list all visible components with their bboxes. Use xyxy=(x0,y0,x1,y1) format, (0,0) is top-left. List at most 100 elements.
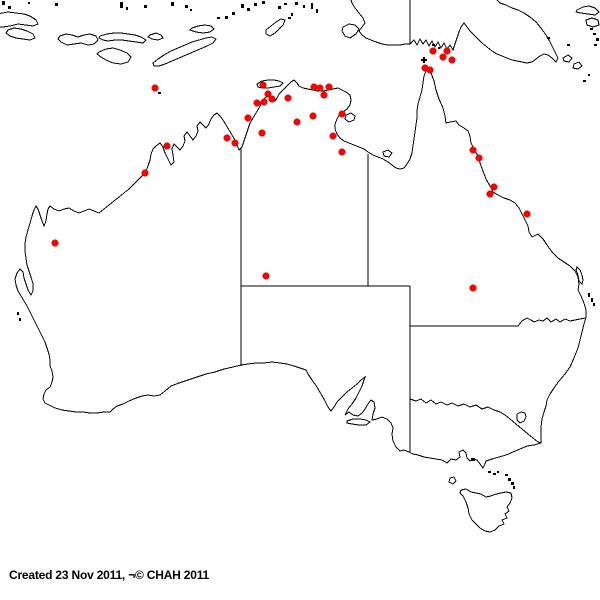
occurrence-marker xyxy=(426,66,434,74)
occurrence-marker xyxy=(429,47,437,55)
occurrence-marker xyxy=(293,118,301,126)
occurrence-marker xyxy=(253,99,261,107)
islet xyxy=(288,17,291,19)
occurrence-marker xyxy=(320,91,328,99)
islet xyxy=(421,59,427,61)
islet xyxy=(596,38,599,41)
occurrence-marker xyxy=(264,90,272,98)
islet xyxy=(508,478,511,481)
islet xyxy=(493,473,496,475)
islet xyxy=(284,3,287,5)
australia-mainland xyxy=(14,67,587,469)
islet xyxy=(583,80,586,82)
occurrence-marker xyxy=(469,146,477,154)
islet xyxy=(295,2,298,5)
occurrence-marker xyxy=(338,110,346,118)
occurrence-marker xyxy=(258,129,266,137)
islet xyxy=(471,458,475,461)
islet xyxy=(278,6,281,9)
small-islands-layer xyxy=(2,1,599,489)
islet xyxy=(144,5,147,8)
islet xyxy=(547,37,550,39)
islet xyxy=(513,486,515,489)
islet xyxy=(254,3,257,6)
dolak-island xyxy=(341,23,360,39)
dentrecasteaux-1 xyxy=(562,54,573,63)
occurrence-marker xyxy=(325,83,333,91)
new-britain xyxy=(575,5,600,16)
islet xyxy=(488,471,491,473)
islet xyxy=(593,33,596,35)
islet xyxy=(590,28,593,30)
flores xyxy=(98,32,147,44)
islet xyxy=(17,312,19,315)
islet xyxy=(311,3,313,9)
islet xyxy=(511,482,514,485)
islet xyxy=(120,2,123,8)
islet xyxy=(28,2,30,4)
kangaroo-island xyxy=(346,418,371,426)
new-britain-south xyxy=(585,17,600,28)
tasmania xyxy=(459,488,513,533)
occurrence-marker xyxy=(439,53,447,61)
islet xyxy=(505,474,508,476)
islet xyxy=(262,1,265,4)
papua-west xyxy=(350,0,411,46)
king-island xyxy=(448,476,457,485)
islet xyxy=(594,44,597,46)
alor xyxy=(147,32,164,41)
occurrence-marker xyxy=(51,239,59,247)
islet xyxy=(593,303,595,306)
occurrence-marker xyxy=(244,114,252,122)
islet xyxy=(291,13,293,16)
occurrence-marker xyxy=(316,84,324,92)
occurrence-marker xyxy=(448,56,456,64)
occurrence-marker xyxy=(475,154,483,162)
occurrence-marker xyxy=(486,190,494,198)
occurrence-marker xyxy=(338,148,346,156)
islet xyxy=(247,8,250,11)
mornington-island xyxy=(382,149,393,158)
islet xyxy=(8,6,11,9)
islet xyxy=(303,5,305,8)
islet xyxy=(2,1,5,5)
islet xyxy=(241,4,244,8)
occurrence-marker xyxy=(231,139,239,147)
bali-lombok xyxy=(5,27,36,41)
islet xyxy=(217,17,220,19)
occurrence-marker xyxy=(260,98,268,106)
occurrence-markers-layer xyxy=(51,47,531,292)
occurrence-marker xyxy=(262,272,270,280)
occurrence-marker xyxy=(443,47,451,55)
occurrence-marker xyxy=(284,94,292,102)
islet xyxy=(185,5,188,8)
islet xyxy=(19,318,21,321)
state-borders-layer xyxy=(240,0,586,452)
border-qld-nsw xyxy=(410,317,586,327)
occurrence-marker xyxy=(469,284,477,292)
border-act xyxy=(516,411,527,424)
occurrence-marker xyxy=(223,134,231,142)
islet xyxy=(591,298,593,302)
landmass-layer xyxy=(0,0,600,533)
tanimbar xyxy=(265,18,286,37)
dentrecasteaux-2 xyxy=(572,61,583,70)
fraser-island xyxy=(575,266,584,285)
sumbawa xyxy=(57,33,99,46)
occurrence-marker xyxy=(329,132,337,140)
islet xyxy=(567,44,570,46)
papua-new-guinea xyxy=(409,0,559,64)
islet xyxy=(497,471,499,473)
islet xyxy=(158,92,161,94)
occurrence-marker xyxy=(151,84,159,92)
islet xyxy=(232,12,235,15)
islet xyxy=(438,47,440,49)
occurrence-marker xyxy=(490,183,498,191)
java xyxy=(0,11,39,28)
occurrence-marker xyxy=(141,169,149,177)
islet xyxy=(225,16,228,19)
groote-eylandt xyxy=(344,112,356,123)
map-attribution: Created 23 Nov 2011, ¬© CHAH 2011 xyxy=(9,568,210,582)
